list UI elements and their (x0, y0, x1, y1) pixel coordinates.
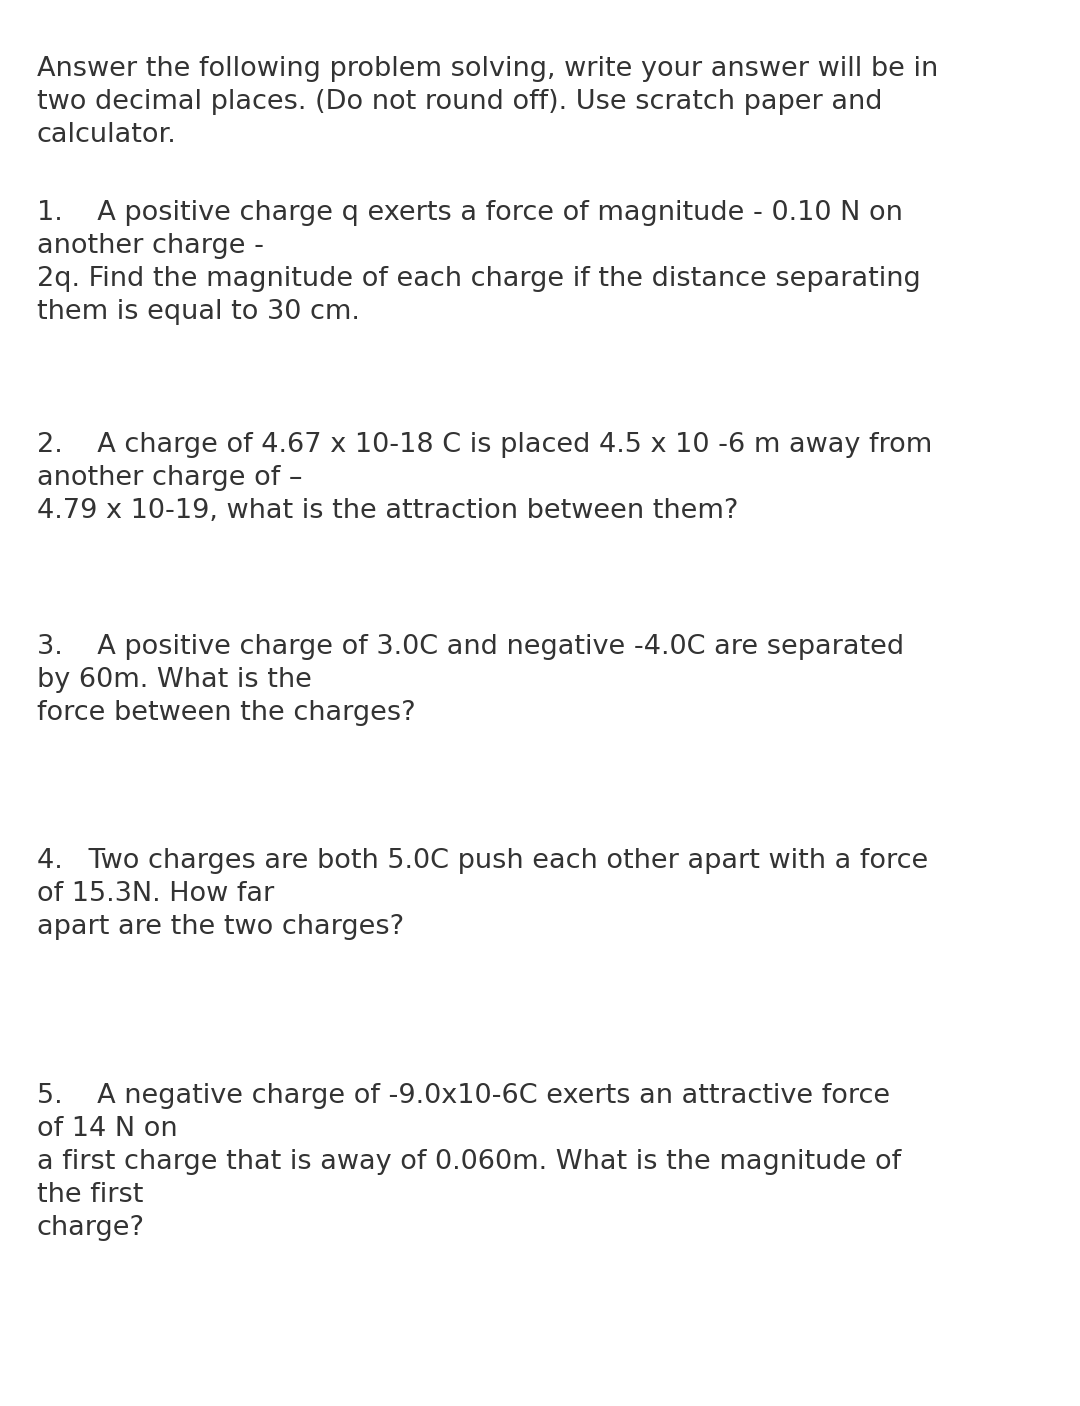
Text: 4.79 x 10-19, what is the attraction between them?: 4.79 x 10-19, what is the attraction bet… (37, 498, 738, 523)
Text: 2q. Find the magnitude of each charge if the distance separating: 2q. Find the magnitude of each charge if… (37, 266, 920, 291)
Text: another charge of –: another charge of – (37, 464, 302, 491)
Text: of 15.3N. How far: of 15.3N. How far (37, 880, 274, 907)
Text: a first charge that is away of 0.060m. What is the magnitude of: a first charge that is away of 0.060m. W… (37, 1149, 901, 1174)
Text: force between the charges?: force between the charges? (37, 700, 416, 725)
Text: 5.    A negative charge of -9.0x10-6C exerts an attractive force: 5. A negative charge of -9.0x10-6C exert… (37, 1083, 890, 1108)
Text: the first: the first (37, 1181, 143, 1208)
Text: 2.    A charge of 4.67 x 10-18 C is placed 4.5 x 10 -6 m away from: 2. A charge of 4.67 x 10-18 C is placed … (37, 432, 932, 457)
Text: 4.   Two charges are both 5.0C push each other apart with a force: 4. Two charges are both 5.0C push each o… (37, 848, 928, 873)
Text: 1.    A positive charge q exerts a force of magnitude - 0.10 N on: 1. A positive charge q exerts a force of… (37, 200, 903, 225)
Text: apart are the two charges?: apart are the two charges? (37, 914, 404, 939)
Text: calculator.: calculator. (37, 122, 176, 148)
Text: 3.    A positive charge of 3.0C and negative -4.0C are separated: 3. A positive charge of 3.0C and negativ… (37, 634, 904, 659)
Text: charge?: charge? (37, 1215, 145, 1240)
Text: Answer the following problem solving, write your answer will be in: Answer the following problem solving, wr… (37, 56, 937, 82)
Text: of 14 N on: of 14 N on (37, 1116, 177, 1142)
Text: them is equal to 30 cm.: them is equal to 30 cm. (37, 299, 360, 325)
Text: another charge -: another charge - (37, 232, 264, 259)
Text: two decimal places. (Do not round off). Use scratch paper and: two decimal places. (Do not round off). … (37, 89, 882, 115)
Text: by 60m. What is the: by 60m. What is the (37, 666, 312, 693)
